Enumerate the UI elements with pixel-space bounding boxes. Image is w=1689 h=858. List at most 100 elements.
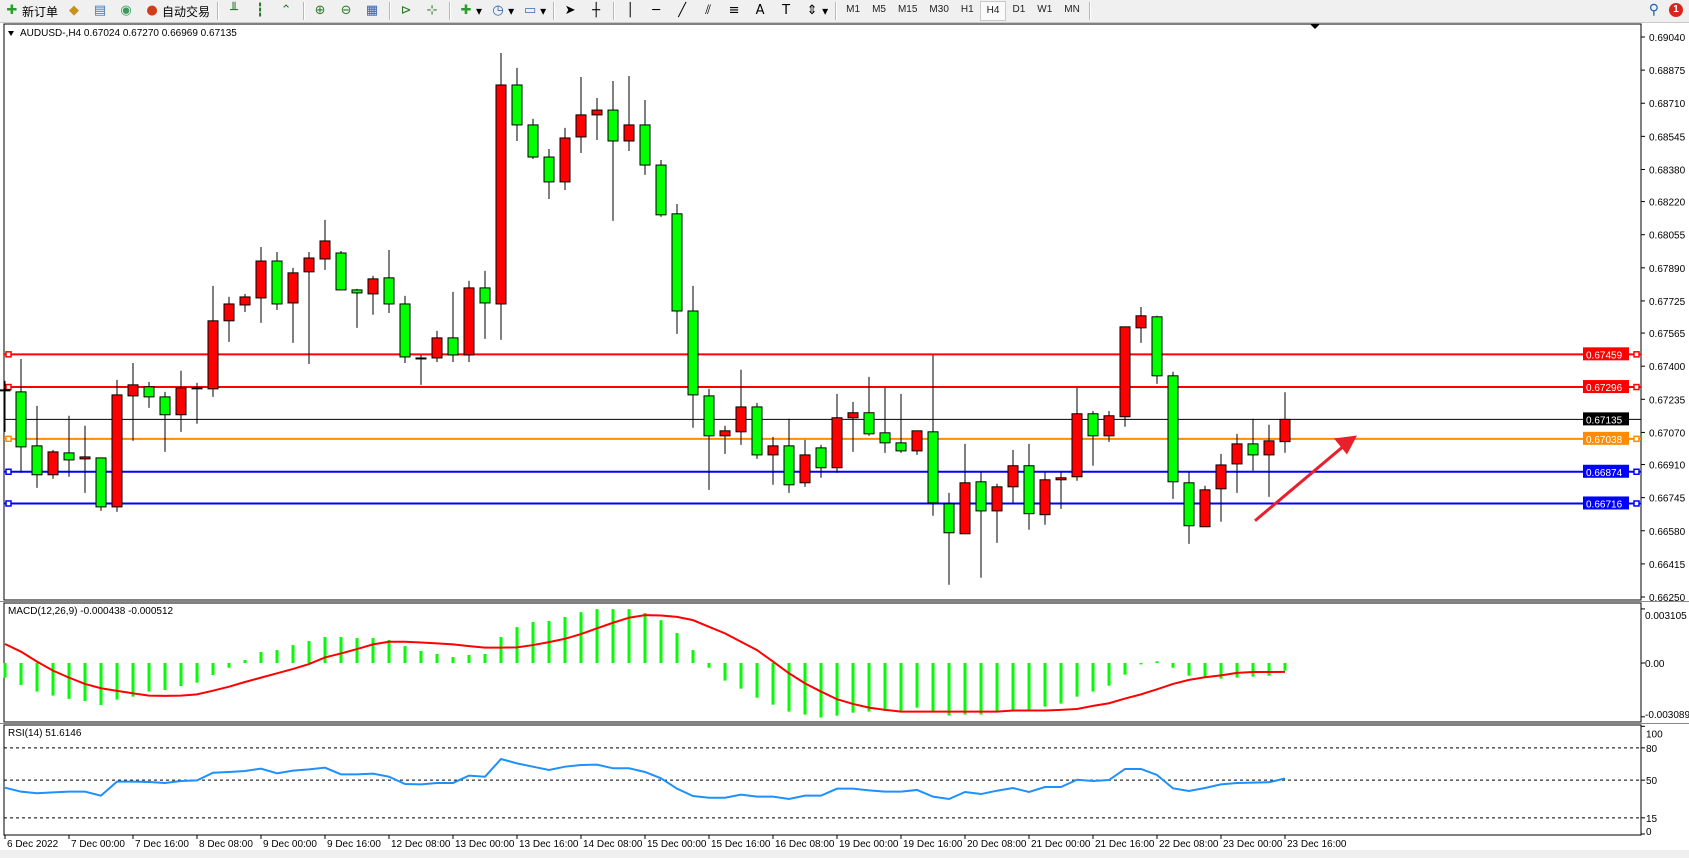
tile-windows-button[interactable]: ▦ xyxy=(360,1,386,21)
auto-trading-button[interactable]: ● 自动交易 xyxy=(140,1,214,21)
text-label-button[interactable]: T xyxy=(774,1,800,21)
candle xyxy=(1247,418,1259,471)
cursor-button[interactable]: ➤ xyxy=(558,1,584,21)
level-handle[interactable] xyxy=(5,351,12,358)
macd-histogram-bar xyxy=(739,663,743,689)
chart-shift-button[interactable]: ⊳ xyxy=(394,1,420,21)
candle-body xyxy=(735,406,747,433)
level-handle[interactable] xyxy=(1633,351,1640,358)
new-order-button[interactable]: ✚ 新订单 xyxy=(0,1,62,21)
collapse-triangle-icon[interactable] xyxy=(8,31,14,36)
candle-body xyxy=(335,252,347,291)
candle xyxy=(463,280,475,362)
rsi-tick-label: 80 xyxy=(1646,744,1658,755)
search-icon[interactable]: ⚲ xyxy=(1648,1,1659,17)
level-handle[interactable] xyxy=(5,500,12,507)
time-tick-label: 15 Dec 00:00 xyxy=(647,839,707,850)
level-price-tag-bg xyxy=(1583,496,1629,510)
timeframe-m30[interactable]: M30 xyxy=(929,4,949,15)
autoscroll-button[interactable]: ⊹ xyxy=(420,1,446,21)
timeframe-mn[interactable]: MN xyxy=(1064,4,1080,15)
time-tick-label: 13 Dec 16:00 xyxy=(519,839,579,850)
data-window-button[interactable]: ▤ xyxy=(88,1,114,21)
price-tick-label: 0.68055 xyxy=(1649,231,1686,242)
price-tick-label: 0.66415 xyxy=(1649,560,1686,571)
rsi-tick-label: 0 xyxy=(1646,827,1652,838)
candle xyxy=(159,391,171,452)
signals-button[interactable]: ◉ xyxy=(114,1,140,21)
separator xyxy=(613,2,616,20)
macd-histogram-bar xyxy=(1123,663,1127,675)
candle xyxy=(511,67,523,141)
macd-histogram-bar xyxy=(515,627,519,663)
level-handle[interactable] xyxy=(5,468,12,476)
candle xyxy=(655,160,667,217)
zoom-in-button[interactable]: ⊕ xyxy=(308,1,334,21)
candle-body xyxy=(1199,489,1211,528)
separator xyxy=(449,2,452,20)
macd-tick-label: -0.003089 xyxy=(1645,710,1689,721)
candle-body xyxy=(1039,479,1051,516)
text-button[interactable]: A xyxy=(748,1,774,21)
indicators-button[interactable]: ✚ ▾ xyxy=(454,1,486,21)
candle-body xyxy=(767,445,779,456)
market-watch-button[interactable]: ◆ xyxy=(62,1,88,21)
macd-histogram-bar xyxy=(531,622,535,663)
level-handle[interactable] xyxy=(5,383,12,391)
vertical-line-button[interactable]: │ xyxy=(618,1,644,21)
periods-button[interactable]: ◷ ▾ xyxy=(486,1,518,21)
candle-body xyxy=(399,303,411,358)
macd-histogram-bar xyxy=(1219,663,1223,679)
candlestick-button[interactable]: ┇ xyxy=(248,1,274,21)
timeframe-m1[interactable]: M1 xyxy=(846,4,861,15)
candles xyxy=(0,53,1357,585)
candle xyxy=(1167,371,1179,499)
templates-button[interactable]: ▭ ▾ xyxy=(523,3,547,18)
arrow-head-icon[interactable] xyxy=(1334,435,1357,455)
time-tick-label: 20 Dec 08:00 xyxy=(967,839,1027,850)
annotation-arrow-line[interactable] xyxy=(1254,441,1349,522)
candle xyxy=(95,457,107,511)
fibonacci-button[interactable]: ≡ xyxy=(722,1,748,21)
macd-histogram-bar xyxy=(19,663,23,685)
arrows-button[interactable]: ⇕ ▾ xyxy=(800,1,832,21)
candle xyxy=(1055,471,1067,509)
price-tick-label: 0.67070 xyxy=(1649,428,1686,439)
level-handle[interactable] xyxy=(1633,468,1640,476)
candle xyxy=(623,75,635,152)
zoom-out-button[interactable]: ⊖ xyxy=(334,1,360,21)
candle-body xyxy=(1071,413,1083,478)
macd-histogram-bar xyxy=(723,663,727,681)
candle xyxy=(671,203,683,334)
candle-body xyxy=(927,431,939,504)
level-handle[interactable] xyxy=(1633,383,1640,391)
crosshair-button[interactable]: ┼ xyxy=(584,1,610,21)
candle xyxy=(1263,424,1275,497)
notification-badge[interactable]: 1 xyxy=(1669,2,1683,17)
macd-histogram-bar xyxy=(131,663,135,697)
candle-body xyxy=(1007,465,1019,488)
bar-chart-button[interactable]: ╨ xyxy=(222,1,248,21)
separator xyxy=(389,2,392,20)
timeframe-m15[interactable]: M15 xyxy=(897,4,918,15)
symbol-header: AUDUSD-,H4 0.67024 0.67270 0.66969 0.671… xyxy=(20,28,237,39)
level-handle[interactable] xyxy=(1633,500,1640,507)
timeframe-h4[interactable]: H4 xyxy=(979,1,1007,21)
timeframe-m5[interactable]: M5 xyxy=(872,4,886,15)
equidistant-channel-button[interactable]: ⫽ xyxy=(696,1,722,21)
candle-body xyxy=(415,357,427,360)
candle xyxy=(31,405,43,488)
timeframe-h1[interactable]: H1 xyxy=(960,4,974,15)
candle-body xyxy=(79,456,91,460)
candle-body xyxy=(607,109,619,142)
macd-histogram-bar xyxy=(899,663,903,711)
timeframe-d1[interactable]: D1 xyxy=(1012,4,1026,15)
chart-shift-marker-icon[interactable] xyxy=(1310,24,1320,29)
line-chart-button[interactable]: ⌃ xyxy=(274,1,300,21)
trendline-button[interactable]: ╱ xyxy=(670,1,696,21)
timeframe-w1[interactable]: W1 xyxy=(1037,4,1053,15)
level-handle[interactable] xyxy=(5,435,12,443)
horizontal-line-button[interactable]: ─ xyxy=(644,1,670,21)
level-handle[interactable] xyxy=(1633,435,1640,443)
